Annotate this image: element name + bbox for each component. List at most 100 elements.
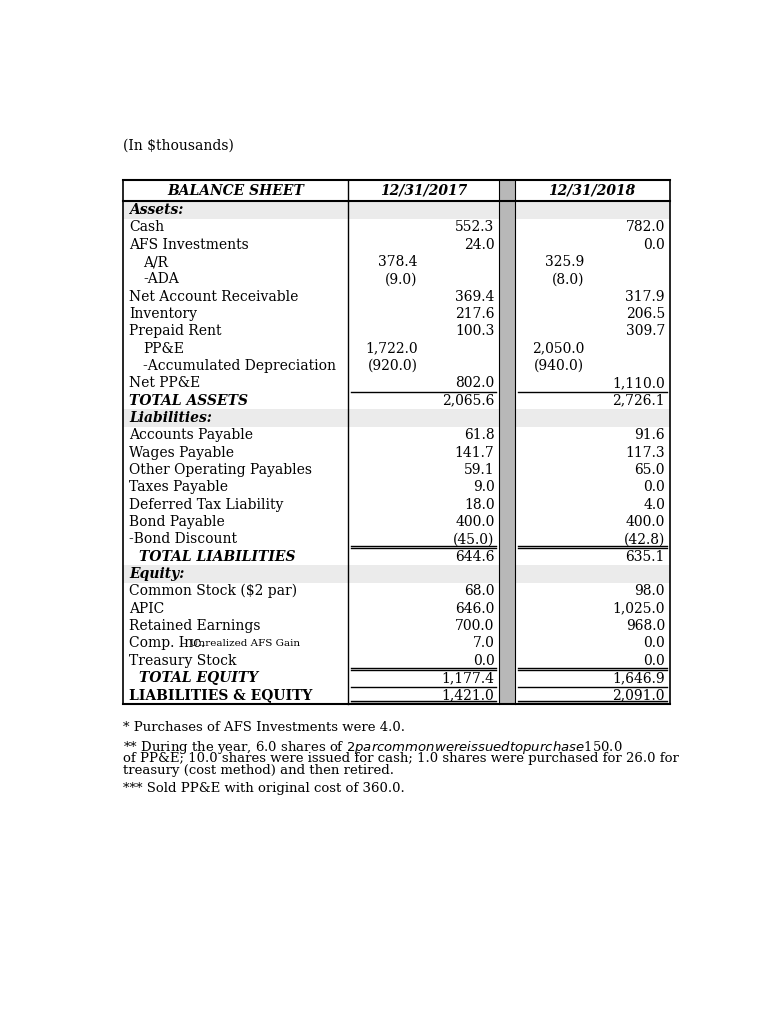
Text: 117.3: 117.3	[625, 445, 665, 460]
Text: 9.0: 9.0	[473, 480, 494, 495]
Text: 100.3: 100.3	[455, 325, 494, 338]
Text: * Purchases of AFS Investments were 4.0.: * Purchases of AFS Investments were 4.0.	[123, 721, 405, 734]
Bar	[499, 375, 514, 392]
Bar	[123, 635, 670, 652]
Bar	[123, 219, 670, 237]
Bar	[499, 530, 514, 548]
Text: Retained Earnings: Retained Earnings	[129, 618, 261, 633]
Text: 782.0: 782.0	[626, 220, 665, 234]
Bar	[123, 323, 670, 340]
Bar	[123, 202, 670, 219]
Text: 12/31/2017: 12/31/2017	[380, 183, 468, 198]
Text: 378.4: 378.4	[378, 255, 418, 269]
Text: 2,065.6: 2,065.6	[442, 393, 494, 408]
Bar	[499, 496, 514, 513]
Bar	[123, 444, 670, 461]
Text: 700.0: 700.0	[455, 618, 494, 633]
Text: AFS Investments: AFS Investments	[129, 238, 249, 252]
Bar	[499, 617, 514, 635]
Text: Cash: Cash	[129, 220, 165, 234]
Text: Accounts Payable: Accounts Payable	[129, 428, 254, 442]
Bar	[499, 427, 514, 444]
Bar	[123, 513, 670, 530]
Bar	[499, 410, 514, 427]
Text: 68.0: 68.0	[464, 585, 494, 598]
Text: Wages Payable: Wages Payable	[129, 445, 235, 460]
Bar	[123, 427, 670, 444]
Bar	[123, 461, 670, 478]
Text: 206.5: 206.5	[626, 307, 665, 322]
Text: (940.0): (940.0)	[534, 359, 584, 373]
Text: 635.1: 635.1	[626, 550, 665, 563]
Text: -Bond Discount: -Bond Discount	[129, 532, 238, 546]
Text: TOTAL EQUITY: TOTAL EQUITY	[138, 671, 258, 685]
Text: TOTAL LIABILITIES: TOTAL LIABILITIES	[138, 550, 295, 563]
Bar	[123, 410, 670, 427]
Bar	[499, 253, 514, 270]
Text: 1,722.0: 1,722.0	[365, 342, 418, 355]
Bar	[123, 270, 670, 288]
Text: LIABILITIES & EQUITY: LIABILITIES & EQUITY	[129, 688, 313, 702]
Text: 12/31/2018: 12/31/2018	[548, 183, 636, 198]
Text: BALANCE SHEET: BALANCE SHEET	[167, 183, 304, 198]
Text: Comp. Inc.: Comp. Inc.	[129, 636, 205, 650]
Bar	[499, 670, 514, 686]
Bar	[499, 237, 514, 253]
Text: (42.8): (42.8)	[624, 532, 665, 546]
Text: Assets:: Assets:	[129, 203, 184, 217]
Bar	[499, 323, 514, 340]
Bar	[499, 392, 514, 410]
Text: 18.0: 18.0	[464, 498, 494, 512]
Text: Deferred Tax Liability: Deferred Tax Liability	[129, 498, 284, 512]
Bar	[499, 565, 514, 583]
Bar	[123, 583, 670, 600]
Text: 400.0: 400.0	[626, 515, 665, 529]
Bar	[499, 548, 514, 565]
Text: 552.3: 552.3	[455, 220, 494, 234]
Text: *** Sold PP&E with original cost of 360.0.: *** Sold PP&E with original cost of 360.…	[123, 782, 405, 796]
Bar	[499, 600, 514, 617]
Bar	[123, 180, 670, 703]
Text: 141.7: 141.7	[454, 445, 494, 460]
Bar	[499, 686, 514, 703]
Bar	[123, 530, 670, 548]
Bar	[123, 392, 670, 410]
Bar	[499, 270, 514, 288]
Text: PP&E: PP&E	[143, 342, 185, 355]
Text: 2,091.0: 2,091.0	[612, 688, 665, 702]
Text: 644.6: 644.6	[455, 550, 494, 563]
Bar	[123, 357, 670, 375]
Text: 0.0: 0.0	[643, 238, 665, 252]
Text: (In $thousands): (In $thousands)	[123, 138, 234, 153]
Text: Taxes Payable: Taxes Payable	[129, 480, 228, 495]
Text: TOTAL ASSETS: TOTAL ASSETS	[129, 393, 248, 408]
Bar	[123, 305, 670, 323]
Text: ** During the year, 6.0 shares of $2 par common were issued to purchase $150.0: ** During the year, 6.0 shares of $2 par…	[123, 739, 623, 757]
Bar	[499, 180, 514, 202]
Bar	[499, 444, 514, 461]
Text: 2,050.0: 2,050.0	[532, 342, 584, 355]
Text: 369.4: 369.4	[455, 290, 494, 304]
Bar	[123, 652, 670, 670]
Text: 1,421.0: 1,421.0	[441, 688, 494, 702]
Bar	[123, 478, 670, 496]
Text: 968.0: 968.0	[626, 618, 665, 633]
Bar	[499, 461, 514, 478]
Bar	[499, 478, 514, 496]
Text: Equity:: Equity:	[129, 567, 185, 581]
Text: Treasury Stock: Treasury Stock	[129, 653, 237, 668]
Bar	[499, 305, 514, 323]
Text: 59.1: 59.1	[464, 463, 494, 477]
Bar	[123, 617, 670, 635]
Text: 317.9: 317.9	[625, 290, 665, 304]
Text: Common Stock ($2 par): Common Stock ($2 par)	[129, 584, 298, 598]
Text: 91.6: 91.6	[634, 428, 665, 442]
Text: 1,025.0: 1,025.0	[612, 601, 665, 615]
Bar	[499, 340, 514, 357]
Bar	[499, 357, 514, 375]
Text: -ADA: -ADA	[143, 272, 179, 287]
Text: 1,110.0: 1,110.0	[612, 377, 665, 390]
Text: 4.0: 4.0	[643, 498, 665, 512]
Bar	[123, 686, 670, 703]
Text: 400.0: 400.0	[455, 515, 494, 529]
